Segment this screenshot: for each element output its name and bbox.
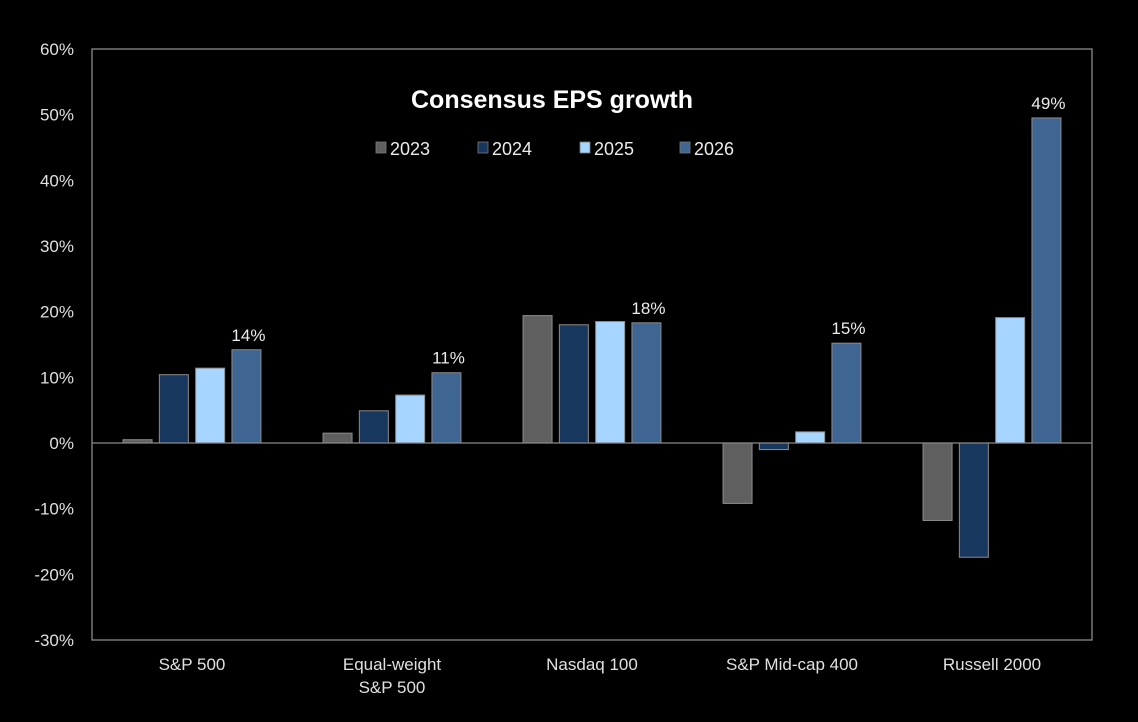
- y-tick-label: 40%: [40, 171, 74, 190]
- bar-2024: [758, 442, 789, 451]
- x-category-label: S&P 500: [159, 655, 226, 674]
- bar-2023: [922, 442, 953, 521]
- x-category-label: Russell 2000: [943, 655, 1041, 674]
- bar-2024: [558, 324, 589, 444]
- bar-2024: [158, 374, 189, 444]
- y-tick-label: -10%: [34, 500, 74, 519]
- y-axis: -30% -20% -10% 0% 10% 20% 30% 40% 50% 60%: [34, 40, 74, 650]
- legend-swatch-2026: [679, 141, 691, 154]
- plot-area-border: [91, 48, 1093, 641]
- legend-swatch-2025: [579, 141, 591, 154]
- bars-group: [122, 117, 1062, 558]
- y-tick-label: 50%: [40, 106, 74, 125]
- legend-label-2024: 2024: [492, 139, 532, 159]
- bar-2023: [322, 432, 353, 444]
- legend-label-2025: 2025: [594, 139, 634, 159]
- bar-2024: [358, 410, 389, 444]
- legend-label-2026: 2026: [694, 139, 734, 159]
- bar-2025: [995, 317, 1026, 444]
- bar-2025: [195, 367, 226, 444]
- bar-2023: [722, 442, 753, 504]
- bar-2026: [631, 322, 662, 444]
- y-tick-label: 0%: [49, 434, 74, 453]
- bar-2025: [595, 321, 626, 444]
- bar-2026: [431, 372, 462, 444]
- x-category-label: Equal-weight: [343, 655, 442, 674]
- x-category-label: S&P 500: [359, 678, 426, 697]
- x-category-label: Nasdaq 100: [546, 655, 638, 674]
- y-tick-label: 60%: [40, 40, 74, 59]
- legend-swatch-2024: [477, 141, 489, 154]
- y-tick-label: 30%: [40, 237, 74, 256]
- bar-2026: [231, 349, 262, 444]
- data-label: 15%: [831, 319, 865, 338]
- bar-2024: [958, 442, 989, 558]
- x-axis: S&P 500 Equal-weight S&P 500 Nasdaq 100 S&P …: [159, 655, 1042, 697]
- y-tick-label: -30%: [34, 631, 74, 650]
- legend: 2023 2024 2025 2026: [375, 139, 734, 159]
- data-label: 49%: [1031, 94, 1065, 113]
- bar-2026: [831, 342, 862, 444]
- bar-2026: [1031, 117, 1062, 444]
- y-tick-label: 20%: [40, 303, 74, 322]
- chart-title: Consensus EPS growth: [411, 86, 693, 114]
- bar-2025: [395, 394, 426, 444]
- data-labels: 14% 11% 18% 15% 49%: [231, 94, 1065, 368]
- legend-label-2023: 2023: [390, 139, 430, 159]
- bar-2025: [795, 431, 826, 444]
- bar-2023: [522, 315, 553, 444]
- data-label: 18%: [631, 299, 665, 318]
- y-tick-label: 10%: [40, 368, 74, 387]
- y-tick-label: -20%: [34, 565, 74, 584]
- x-category-label: S&P Mid-cap 400: [726, 655, 858, 674]
- legend-swatch-2023: [375, 141, 387, 154]
- data-label: 14%: [231, 326, 265, 345]
- data-label: 11%: [432, 349, 465, 368]
